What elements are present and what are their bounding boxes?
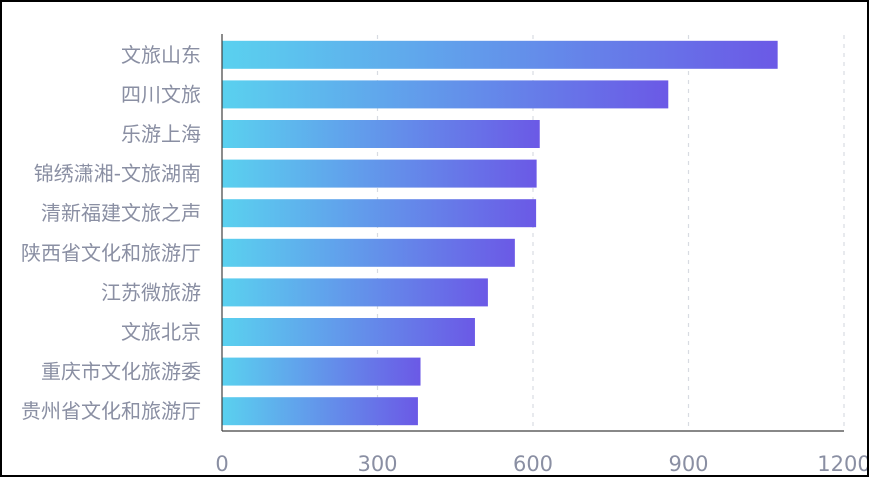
bar — [222, 120, 540, 148]
bars — [222, 40, 778, 426]
bar — [222, 199, 537, 228]
category-label: 四川文旅 — [121, 82, 201, 106]
category-label: 陕西省文化和旅游厅 — [21, 241, 201, 265]
bar — [222, 397, 418, 426]
x-tick-label: 300 — [357, 452, 397, 476]
x-tick-label: 0 — [215, 452, 228, 476]
x-tick-label: 600 — [513, 452, 553, 476]
category-label: 贵州省文化和旅游厅 — [21, 399, 201, 423]
category-label: 江苏微旅游 — [101, 280, 201, 304]
x-tick-label: 1200 — [817, 452, 869, 476]
category-label: 文旅北京 — [121, 320, 201, 344]
category-labels: 文旅山东四川文旅乐游上海锦绣潇湘-文旅湖南清新福建文旅之声陕西省文化和旅游厅江苏… — [21, 43, 201, 423]
x-axis-ticks: 0 300 600 900 1200 — [215, 452, 869, 476]
axes — [221, 34, 844, 432]
category-label: 锦绣潇湘-文旅湖南 — [34, 162, 201, 186]
category-label: 清新福建文旅之声 — [41, 201, 201, 225]
bar — [222, 40, 778, 69]
bar — [222, 278, 488, 307]
x-tick-label: 900 — [668, 452, 708, 476]
bar — [222, 159, 537, 188]
bar — [222, 80, 669, 109]
bar — [222, 357, 421, 386]
category-label: 乐游上海 — [121, 122, 201, 146]
bar — [222, 238, 515, 267]
bar — [222, 318, 475, 346]
category-label: 文旅山东 — [121, 43, 201, 67]
category-label: 重庆市文化旅游委 — [41, 360, 201, 384]
